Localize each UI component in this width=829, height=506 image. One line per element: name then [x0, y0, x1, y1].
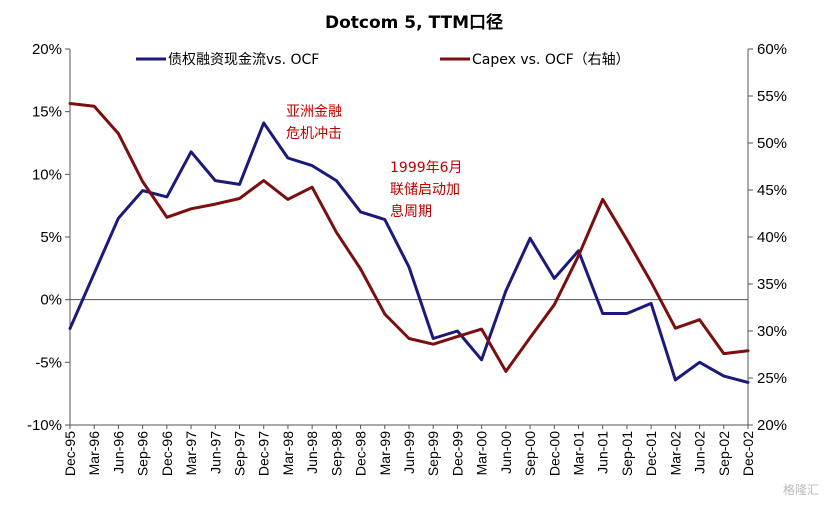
x-tick-label: Sep-97	[232, 431, 248, 476]
x-tick-label: Mar-99	[377, 431, 393, 476]
x-tick-label: Sep-96	[135, 431, 151, 476]
x-tick-label: Dec-95	[62, 431, 78, 476]
x-tick-label: Sep-02	[716, 431, 732, 476]
x-tick-label: Jun-02	[692, 431, 708, 474]
left-tick-label: 0%	[40, 292, 62, 309]
annotation-fed-hike-line-3: 息周期	[390, 203, 432, 220]
x-tick-label: Dec-01	[643, 431, 659, 476]
x-tick-label: Mar-02	[667, 431, 683, 476]
x-tick-label: Jun-99	[401, 431, 417, 474]
annotation-fed-hike-line-2: 联储启动加	[390, 182, 460, 198]
series-line-capex	[68, 102, 750, 373]
x-tick-label: Jun-01	[595, 431, 611, 474]
right-tick-label: 45%	[757, 182, 787, 199]
watermark: 格隆汇	[783, 482, 819, 497]
x-tick-label: Sep-99	[425, 431, 441, 476]
x-tick-label: Jun-96	[110, 431, 126, 474]
right-tick-label: 30%	[757, 323, 787, 340]
x-tick-label: Dec-00	[546, 431, 562, 476]
left-tick-label: 10%	[32, 166, 62, 183]
right-tick-label: 35%	[757, 276, 787, 293]
annotation-fed-hike-line-1: 1999年6月	[390, 160, 463, 176]
x-tick-label: Sep-98	[328, 431, 344, 476]
right-tick-label: 60%	[757, 41, 787, 58]
annotations: 亚洲金融 危机冲击 1999年6月 联储启动加 息周期	[286, 104, 463, 220]
x-tick-label: Dec-02	[740, 431, 756, 476]
right-tick-label: 20%	[757, 417, 787, 434]
x-tick-label: Jun-97	[207, 431, 223, 474]
x-tick-label: Mar-98	[280, 431, 296, 476]
x-tick-label: Dec-97	[256, 431, 272, 476]
left-tick-label: -5%	[35, 354, 62, 371]
x-tick-label: Dec-99	[449, 431, 465, 476]
x-tick-label: Mar-01	[571, 431, 587, 476]
right-tick-label: 50%	[757, 135, 787, 152]
x-tick-label: Jun-98	[304, 431, 320, 474]
x-tick-label: Jun-00	[498, 431, 514, 474]
series-layer	[68, 102, 750, 384]
right-tick-label: 55%	[757, 88, 787, 105]
right-tick-label: 40%	[757, 229, 787, 246]
axes: -10% -5% 0% 5% 10% 15% 20% 20% 25% 30% 35% 40% 45% 50…	[27, 41, 787, 476]
left-tick-label: -10%	[27, 417, 62, 434]
x-tick-label: Dec-96	[159, 431, 175, 476]
legend-label-capex: Capex vs. OCF（右轴）	[472, 52, 630, 68]
annotation-asian-crisis-line-2: 危机冲击	[286, 126, 342, 142]
annotation-asian-crisis-line-1: 亚洲金融	[286, 104, 342, 120]
right-tick-label: 25%	[757, 370, 787, 387]
series-line-debt-financing	[68, 121, 750, 384]
chart-title: Dotcom 5, TTM口径	[325, 12, 503, 33]
x-tick-label: Sep-00	[522, 431, 538, 476]
x-tick-label: Dec-98	[353, 431, 369, 476]
x-tick-label: Mar-96	[86, 431, 102, 476]
legend-label-debt: 债权融资现金流vs. OCF	[168, 52, 319, 68]
left-tick-label: 5%	[40, 229, 62, 246]
left-tick-label: 15%	[32, 104, 62, 121]
watermark-text: 格隆汇	[783, 482, 819, 497]
x-tick-label: Mar-00	[474, 431, 490, 476]
left-tick-label: 20%	[32, 41, 62, 58]
x-tick-label: Mar-97	[183, 431, 199, 476]
x-tick-label: Sep-01	[619, 431, 635, 476]
legend: 债权融资现金流vs. OCF Capex vs. OCF（右轴）	[136, 52, 630, 68]
